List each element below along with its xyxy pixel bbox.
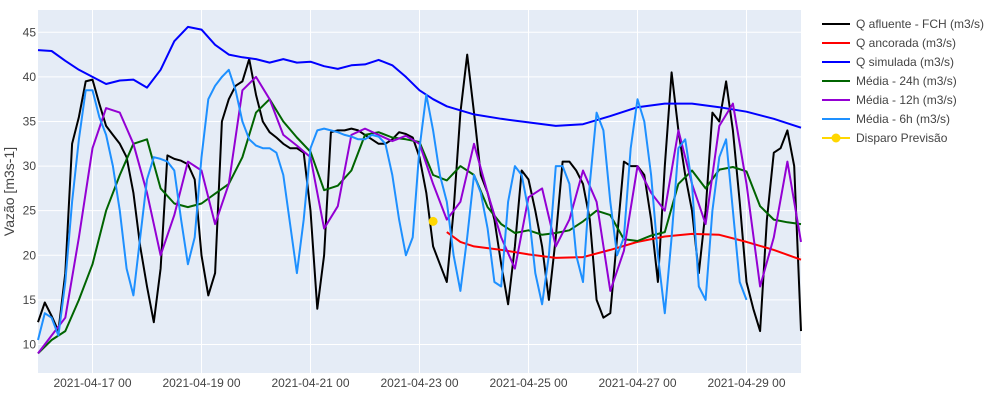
series-2-line [37, 25, 802, 129]
legend-item[interactable]: Disparo Previsão [822, 131, 948, 145]
series-5-line [37, 68, 748, 341]
legend-label: Média - 6h (m3/s) [856, 112, 950, 126]
y-axis-title: Vazão [m3s-1] [1, 147, 17, 236]
series-6-marker [428, 216, 438, 226]
x-axis-ticks: 2021-04-17 00 2021-04-19 00 2021-04-21 00 2… [53, 376, 785, 390]
legend-label: Média - 12h (m3/s) [856, 93, 957, 107]
x-tick-label: 2021-04-23 00 [380, 376, 458, 390]
x-tick-label: 2021-04-19 00 [162, 376, 240, 390]
legend-label: Q afluente - FCH (m3/s) [856, 17, 984, 31]
legend-label: Disparo Previsão [856, 131, 948, 145]
x-tick-label: 2021-04-25 00 [489, 376, 567, 390]
legend-item[interactable]: Q ancorada (m3/s) [822, 36, 956, 50]
y-tick-label: 25 [23, 204, 37, 218]
x-tick-label: 2021-04-21 00 [271, 376, 349, 390]
y-tick-label: 35 [23, 114, 37, 128]
legend-item[interactable]: Q afluente - FCH (m3/s) [822, 17, 984, 31]
x-tick-label: 2021-04-29 00 [707, 376, 785, 390]
legend-label: Q ancorada (m3/s) [856, 36, 956, 50]
x-tick-label: 2021-04-27 00 [598, 376, 676, 390]
legend: Q afluente - FCH (m3/s) Q ancorada (m3/s)… [822, 17, 984, 145]
x-tick-label: 2021-04-17 00 [53, 376, 131, 390]
y-tick-label: 15 [23, 293, 37, 307]
y-tick-label: 20 [23, 248, 37, 262]
y-tick-label: 30 [23, 159, 37, 173]
legend-item[interactable]: Q simulada (m3/s) [822, 55, 954, 69]
y-tick-label: 45 [23, 25, 37, 39]
legend-item[interactable]: Média - 24h (m3/s) [822, 74, 957, 88]
series-layer [37, 25, 802, 355]
legend-item[interactable]: Média - 12h (m3/s) [822, 93, 957, 107]
y-axis-ticks: 10 15 20 25 30 35 40 45 [23, 25, 37, 351]
legend-marker [831, 133, 841, 143]
legend-label: Q simulada (m3/s) [856, 55, 954, 69]
legend-label: Média - 24h (m3/s) [856, 74, 957, 88]
legend-item[interactable]: Média - 6h (m3/s) [822, 112, 950, 126]
y-tick-label: 40 [23, 70, 37, 84]
y-tick-label: 10 [23, 337, 37, 351]
series-1-line [446, 231, 802, 261]
